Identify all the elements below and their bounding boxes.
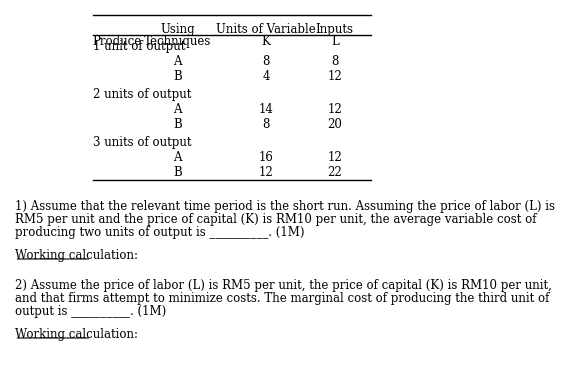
Text: A: A bbox=[173, 55, 182, 68]
Text: Produce: Produce bbox=[93, 35, 142, 48]
Text: 2 units of output: 2 units of output bbox=[93, 88, 191, 101]
Text: 20: 20 bbox=[327, 118, 342, 131]
Text: 4: 4 bbox=[263, 70, 270, 83]
Text: A: A bbox=[173, 151, 182, 164]
Text: RM5 per unit and the price of capital (K) is RM10 per unit, the average variable: RM5 per unit and the price of capital (K… bbox=[14, 213, 536, 226]
Text: 12: 12 bbox=[327, 151, 342, 164]
Text: 2) Assume the price of labor (L) is RM5 per unit, the price of capital (K) is RM: 2) Assume the price of labor (L) is RM5 … bbox=[14, 279, 551, 292]
Text: Units of Variable: Units of Variable bbox=[216, 23, 316, 36]
Text: A: A bbox=[173, 103, 182, 116]
Text: 22: 22 bbox=[327, 166, 342, 179]
Text: Working calculation:: Working calculation: bbox=[14, 328, 137, 341]
Text: B: B bbox=[173, 166, 182, 179]
Text: Using: Using bbox=[160, 23, 194, 36]
Text: 14: 14 bbox=[259, 103, 273, 116]
Text: Techniques: Techniques bbox=[144, 35, 211, 48]
Text: B: B bbox=[173, 118, 182, 131]
Text: K: K bbox=[262, 35, 271, 48]
Text: 12: 12 bbox=[327, 103, 342, 116]
Text: 8: 8 bbox=[263, 118, 270, 131]
Text: 3 units of output: 3 units of output bbox=[93, 136, 191, 149]
Text: B: B bbox=[173, 70, 182, 83]
Text: Inputs: Inputs bbox=[316, 23, 353, 36]
Text: 8: 8 bbox=[263, 55, 270, 68]
Text: 1 unit of output: 1 unit of output bbox=[93, 40, 185, 53]
Text: 16: 16 bbox=[259, 151, 273, 164]
Text: 8: 8 bbox=[331, 55, 339, 68]
Text: L: L bbox=[331, 35, 339, 48]
Text: Working calculation:: Working calculation: bbox=[14, 249, 137, 262]
Text: and that firms attempt to minimize costs. The marginal cost of producing the thi: and that firms attempt to minimize costs… bbox=[14, 292, 549, 305]
Text: producing two units of output is __________. (1M): producing two units of output is _______… bbox=[14, 226, 304, 239]
Text: 12: 12 bbox=[327, 70, 342, 83]
Text: output is __________. (1M): output is __________. (1M) bbox=[14, 305, 166, 318]
Text: 1) Assume that the relevant time period is the short run. Assuming the price of : 1) Assume that the relevant time period … bbox=[14, 200, 554, 213]
Text: 12: 12 bbox=[259, 166, 273, 179]
